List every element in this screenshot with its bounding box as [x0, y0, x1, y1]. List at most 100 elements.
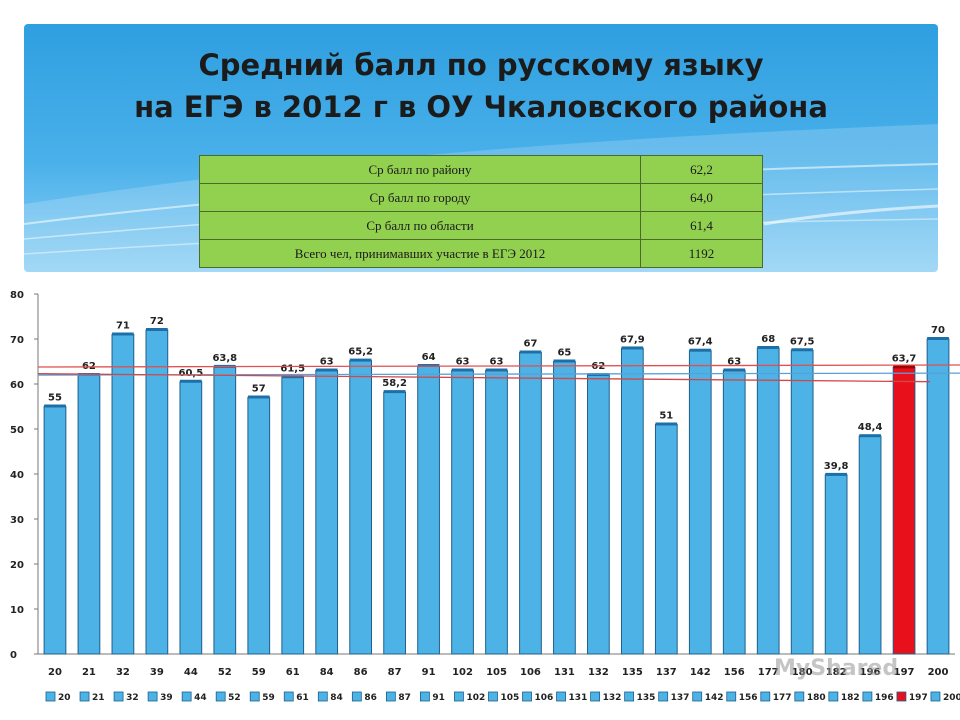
data-label: 71 — [116, 321, 130, 332]
legend-swatch — [351, 691, 362, 702]
y-tick-label: 10 — [10, 605, 24, 616]
legend-swatch — [794, 691, 805, 702]
legend-swatch — [147, 691, 158, 702]
legend-label: 200 — [943, 693, 960, 703]
legend-label: 91 — [432, 693, 445, 703]
bar-cap — [893, 365, 915, 369]
bar — [77, 374, 101, 655]
title-line-2: на ЕГЭ в 2012 г в ОУ Чкаловского района — [134, 90, 828, 124]
bar-cap — [689, 348, 712, 352]
legend-label: 156 — [739, 693, 758, 703]
stats-label: Ср балл по области — [199, 211, 641, 240]
data-label: 64 — [422, 352, 436, 363]
y-tick-label: 60 — [10, 380, 24, 391]
bar-chart: 0 10 20 30 40 50 60 70 80 55 20 62 21 71 32 72 39 60,5 44 6… — [10, 290, 960, 703]
stats-table: Ср балл по району 62,2 Ср балл по городу… — [199, 155, 763, 268]
bar-cap — [859, 434, 881, 438]
legend-swatch — [896, 691, 907, 702]
stats-value: 1192 — [640, 239, 763, 268]
bar-cap — [927, 337, 949, 340]
data-label: 65 — [557, 348, 571, 359]
data-label: 63 — [727, 357, 741, 368]
legend-label: 39 — [160, 693, 173, 703]
bar — [790, 349, 814, 655]
bar — [688, 350, 712, 655]
legend-swatch — [828, 691, 839, 702]
y-tick-label: 50 — [10, 425, 24, 436]
legend-label: 177 — [773, 693, 792, 703]
bar — [756, 347, 780, 655]
slide-title: Средний балл по русскому языку на ЕГЭ в … — [24, 44, 938, 128]
bar — [485, 370, 508, 655]
bar — [111, 334, 135, 655]
legend-swatch — [556, 691, 566, 702]
x-tick-label: 32 — [116, 667, 130, 678]
legend-swatch — [454, 691, 464, 702]
bar-cap — [757, 346, 780, 349]
legend-label: 142 — [705, 693, 724, 703]
legend-swatch — [692, 691, 703, 702]
bar-cap — [553, 359, 576, 363]
stats-value: 64,0 — [640, 183, 763, 212]
bar-cap — [485, 368, 508, 372]
data-label: 67,5 — [790, 336, 815, 347]
bar — [349, 360, 373, 655]
x-tick-label: 39 — [150, 667, 164, 678]
bar-cap — [825, 472, 847, 476]
legend-label: 86 — [364, 693, 377, 703]
y-tick-label: 30 — [10, 515, 24, 526]
bar — [43, 406, 67, 655]
legend-label: 87 — [398, 693, 411, 703]
bar — [824, 474, 848, 655]
stats-label: Ср балл по городу — [199, 183, 641, 212]
y-tick-label: 80 — [10, 290, 24, 301]
data-label: 63,8 — [212, 353, 237, 364]
legend-label: 20 — [58, 693, 71, 703]
bar-cap — [315, 368, 338, 372]
x-tick-label: 61 — [286, 667, 300, 678]
x-tick-label: 137 — [656, 667, 677, 678]
x-tick-label: 180 — [792, 667, 813, 678]
bar — [892, 366, 916, 655]
stats-value: 61,4 — [640, 211, 763, 240]
bar — [620, 347, 644, 655]
bar-cap — [723, 368, 746, 372]
stats-label: Всего чел, принимавших участие в ЕГЭ 201… — [199, 239, 641, 268]
legend-label: 131 — [569, 693, 588, 703]
x-tick-label: 135 — [622, 667, 643, 678]
x-tick-label: 196 — [860, 667, 881, 678]
legend-swatch — [590, 691, 600, 702]
x-tick-label: 91 — [422, 667, 436, 678]
legend-swatch — [215, 691, 226, 702]
data-label: 48,4 — [858, 422, 883, 433]
x-tick-label: 44 — [184, 667, 198, 678]
data-label: 55 — [48, 393, 62, 404]
legend-swatch — [760, 691, 771, 702]
table-row: Ср балл по району 62,2 — [199, 155, 763, 184]
data-label: 67,9 — [620, 334, 645, 345]
bar — [587, 374, 610, 655]
stats-value: 62,2 — [640, 155, 763, 184]
x-tick-label: 105 — [486, 667, 507, 678]
bar-cap — [179, 379, 202, 383]
data-label: 62 — [591, 361, 605, 372]
bar — [654, 424, 678, 655]
x-tick-label: 102 — [452, 667, 473, 678]
legend-swatch — [488, 691, 498, 702]
legend-swatch — [420, 691, 430, 702]
legend-label: 61 — [296, 693, 309, 703]
data-label: 58,2 — [382, 378, 407, 389]
bar — [247, 397, 271, 655]
data-label: 65,2 — [348, 347, 373, 358]
legend-label: 105 — [500, 693, 519, 703]
bar — [553, 361, 576, 655]
bar — [315, 370, 339, 655]
bar — [417, 365, 440, 655]
legend-swatch — [862, 691, 873, 702]
legend-label: 196 — [875, 693, 894, 703]
title-line-1: Средний балл по русскому языку — [198, 48, 764, 82]
table-row: Ср балл по городу 64,0 — [199, 183, 763, 212]
x-tick-label: 197 — [894, 667, 915, 678]
data-label: 70 — [931, 325, 945, 336]
data-label: 63 — [320, 357, 334, 368]
